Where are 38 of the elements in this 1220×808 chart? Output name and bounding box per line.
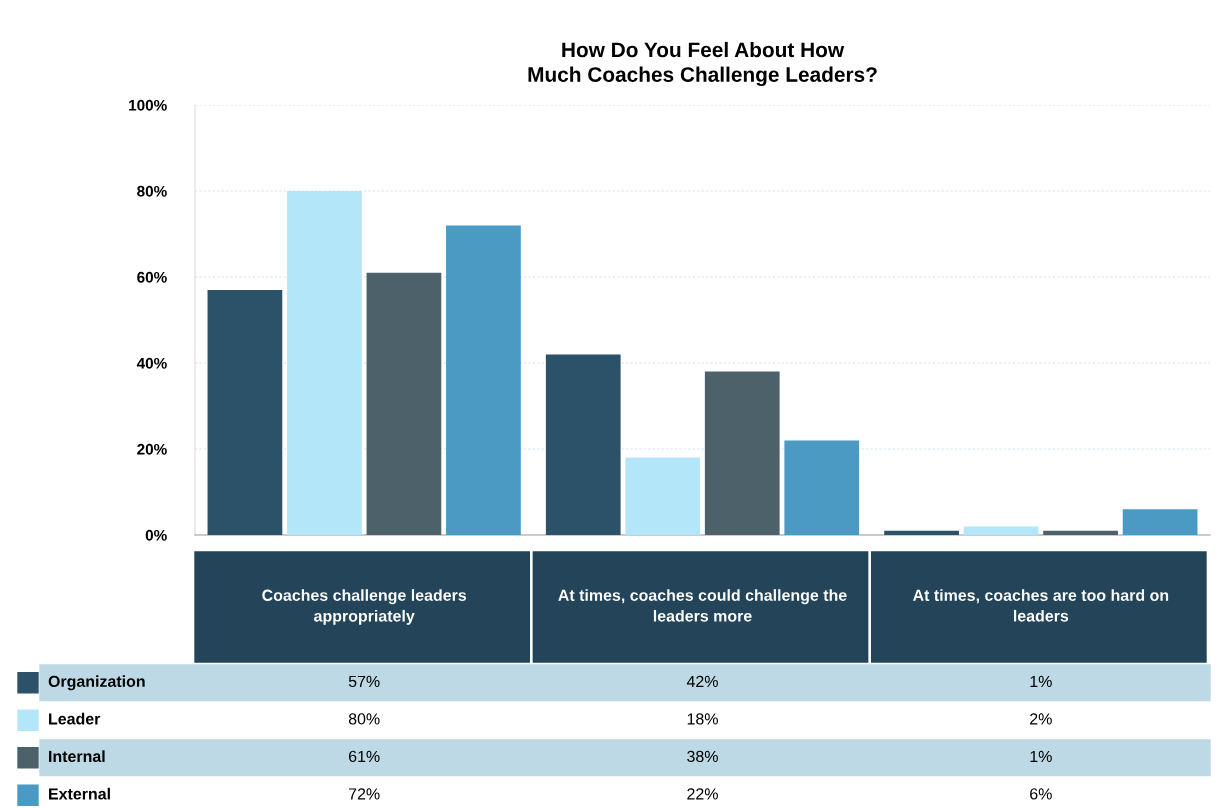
y-tick-label: 60% — [137, 271, 167, 283]
bar — [884, 530, 959, 535]
x-tick-label: At times, coaches are too hard on leaders — [912, 589, 1169, 622]
bar — [545, 354, 621, 535]
data-label: 72% — [349, 788, 380, 800]
y-tick-label: 100% — [129, 99, 167, 111]
y-tick-label: 0% — [145, 529, 167, 541]
y-tick-label: 80% — [137, 185, 167, 197]
data-label: 18% — [687, 713, 718, 725]
data-label: 80% — [348, 713, 380, 725]
bar — [1122, 509, 1198, 535]
data-label: 38% — [687, 750, 718, 763]
bar — [207, 289, 283, 535]
chart-title: How Do You Feel About How Much Coaches Challenge Leaders? — [528, 41, 877, 87]
x-tick-label: Coaches challenge leaders appropriately — [262, 589, 467, 625]
y-tick-label: 40% — [136, 357, 167, 369]
bar — [366, 272, 442, 535]
data-label: 1% — [1030, 675, 1052, 687]
bar — [1043, 530, 1118, 535]
legend-label: Organization — [48, 675, 145, 691]
legend-label: Internal — [49, 750, 105, 763]
data-label: 6% — [1030, 788, 1052, 800]
bar — [784, 440, 860, 535]
bar — [963, 526, 1039, 535]
legend-label: External — [49, 787, 110, 800]
data-label: 61% — [348, 750, 380, 763]
data-label: 22% — [687, 788, 718, 800]
data-label: 2% — [1030, 713, 1052, 725]
data-label: 1% — [1030, 750, 1052, 762]
bar — [625, 457, 701, 535]
x-tick-label: At times, coaches could challenge the leaders more — [558, 589, 847, 622]
bar — [704, 371, 780, 535]
legend-label: Leader — [49, 712, 101, 725]
bar — [446, 225, 521, 535]
data-label: 57% — [348, 675, 380, 688]
bar — [287, 191, 362, 535]
y-tick-label: 20% — [137, 443, 167, 455]
data-label: 42% — [686, 675, 718, 687]
